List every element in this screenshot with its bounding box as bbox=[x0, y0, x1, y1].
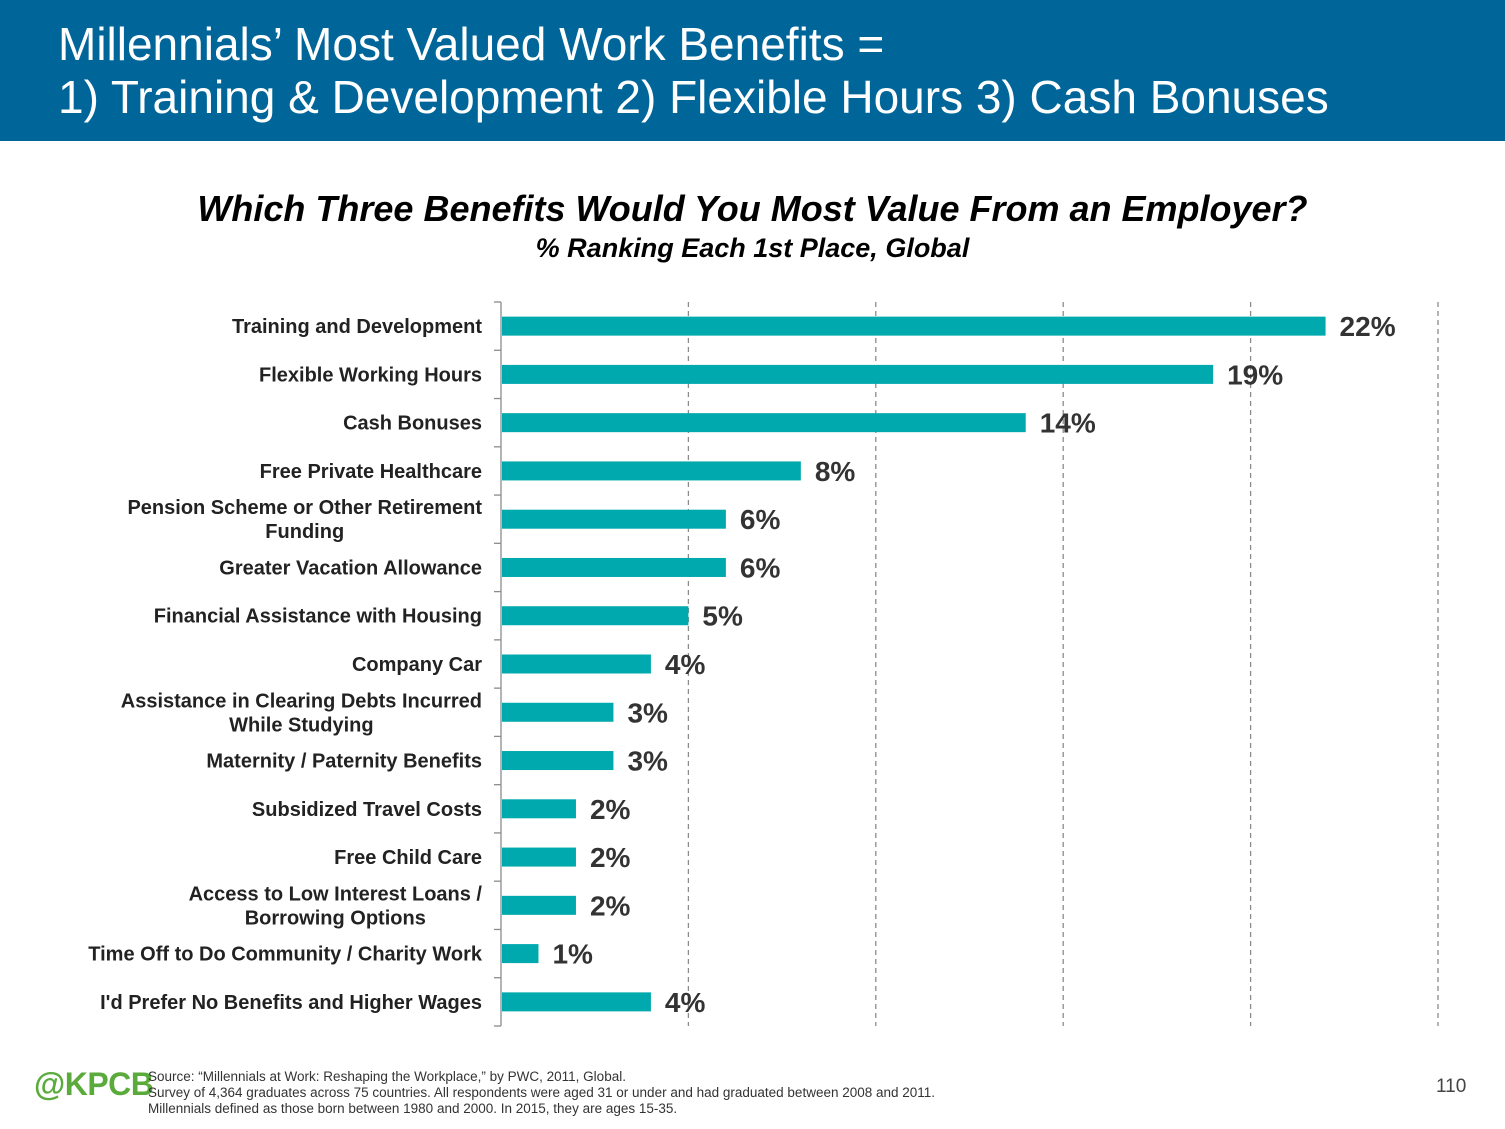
value-label-9: 3% bbox=[627, 746, 668, 777]
value-label-4: 6% bbox=[740, 504, 781, 535]
value-label-8: 3% bbox=[627, 697, 668, 728]
source-line-2: Survey of 4,364 graduates across 75 coun… bbox=[148, 1085, 936, 1100]
value-label-13: 1% bbox=[552, 939, 593, 970]
page-number: 110 bbox=[1436, 1076, 1467, 1097]
category-label-13: Time Off to Do Community / Charity Work bbox=[88, 944, 483, 966]
bar-5 bbox=[502, 557, 726, 577]
bar-13 bbox=[502, 944, 539, 964]
bar-6 bbox=[502, 606, 689, 626]
slide-title-line-1: Millennials’ Most Valued Work Benefits = bbox=[58, 18, 885, 70]
category-label-3: Free Private Healthcare bbox=[260, 461, 482, 483]
bar-7 bbox=[502, 654, 651, 674]
category-label-9: Maternity / Paternity Benefits bbox=[206, 751, 482, 773]
value-label-1: 19% bbox=[1227, 359, 1283, 390]
category-label-8: Assistance in Clearing Debts Incurred Whi… bbox=[121, 690, 482, 736]
value-label-11: 2% bbox=[590, 842, 631, 873]
bar-9 bbox=[502, 751, 614, 771]
bar-10 bbox=[502, 799, 576, 819]
chart-title: Which Three Benefits Would You Most Valu… bbox=[197, 188, 1308, 229]
bar-2 bbox=[502, 413, 1026, 433]
category-label-11: Free Child Care bbox=[334, 847, 482, 869]
value-label-14: 4% bbox=[665, 987, 706, 1018]
bar-12 bbox=[502, 895, 576, 915]
bar-4 bbox=[502, 509, 726, 529]
category-label-4: Pension Scheme or Other Retirement Fundin… bbox=[127, 497, 482, 543]
bar-8 bbox=[502, 702, 614, 722]
bar-14 bbox=[502, 992, 651, 1012]
source-note: Source: “Millennials at Work: Reshaping … bbox=[148, 1069, 935, 1117]
source-line-1: Source: “Millennials at Work: Reshaping … bbox=[148, 1069, 626, 1084]
category-label-10: Subsidized Travel Costs bbox=[252, 799, 482, 821]
header-banner: Millennials’ Most Valued Work Benefits =… bbox=[0, 0, 1505, 141]
category-label-0: Training and Development bbox=[232, 316, 482, 338]
category-label-5: Greater Vacation Allowance bbox=[219, 557, 482, 579]
value-label-2: 14% bbox=[1040, 408, 1096, 439]
value-label-0: 22% bbox=[1340, 311, 1396, 342]
value-label-10: 2% bbox=[590, 794, 631, 825]
kpcb-logo: @KPCB bbox=[34, 1066, 154, 1102]
slide-title-line-2: 1) Training & Development 2) Flexible Ho… bbox=[58, 71, 1329, 123]
chart-subtitle: % Ranking Each 1st Place, Global bbox=[535, 233, 970, 263]
category-label-14: I'd Prefer No Benefits and Higher Wages bbox=[100, 992, 482, 1014]
category-label-2: Cash Bonuses bbox=[343, 413, 482, 435]
bar-11 bbox=[502, 847, 576, 867]
category-label-6: Financial Assistance with Housing bbox=[154, 606, 482, 628]
value-label-5: 6% bbox=[740, 552, 781, 583]
bar-1 bbox=[502, 364, 1214, 384]
category-label-1: Flexible Working Hours bbox=[259, 364, 482, 386]
category-label-7: Company Car bbox=[352, 654, 482, 676]
value-label-3: 8% bbox=[815, 456, 856, 487]
bar-0 bbox=[502, 316, 1326, 336]
bar-3 bbox=[502, 461, 801, 481]
value-label-7: 4% bbox=[665, 649, 706, 680]
value-label-6: 5% bbox=[702, 601, 743, 632]
source-line-3: Millennials defined as those born betwee… bbox=[148, 1101, 678, 1116]
value-label-12: 2% bbox=[590, 890, 631, 921]
category-label-12: Access to Low Interest Loans / Borrowing … bbox=[189, 883, 483, 929]
